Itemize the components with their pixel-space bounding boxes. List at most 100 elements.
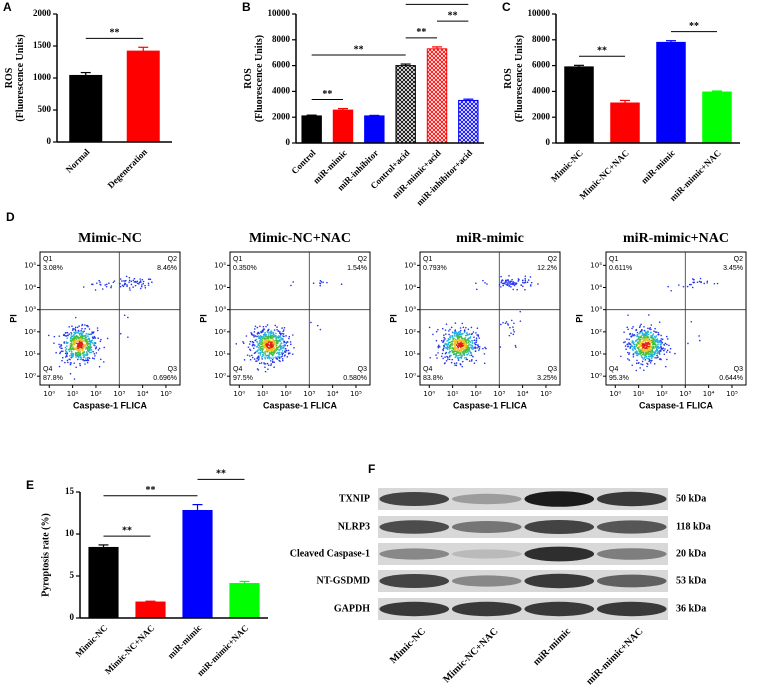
y-tick-label: 10⁴ [590,284,602,292]
y-tick-label: 2000 [532,111,551,121]
event-dot [644,344,646,346]
event-dot [89,333,91,336]
event-dot [658,333,660,336]
event-dot [254,325,257,328]
event-dot [132,286,134,288]
event-dot [464,338,467,341]
event-dot [631,333,634,335]
event-dot [502,282,505,285]
event-dot [65,335,67,337]
event-dot [639,338,642,341]
event-dot [256,335,258,338]
event-dot [125,275,128,278]
event-dot [279,333,282,336]
event-dot [460,335,463,337]
event-dot [641,360,644,363]
blot-band [524,601,595,617]
event-dot [77,345,80,348]
event-dot [79,335,82,338]
event-dot [293,346,295,349]
event-dot [648,338,651,341]
event-dot [651,347,654,349]
y-tick-label: 10⁵ [214,261,226,269]
event-dot [281,359,284,362]
event-dot [273,361,276,364]
event-dot [511,283,514,285]
event-dot [435,354,437,356]
y-tick-label: 10³ [404,306,416,314]
event-dot [645,352,648,354]
event-dot [245,335,248,337]
event-dot [278,332,281,334]
event-dot [647,336,650,339]
event-dot [467,346,469,348]
event-dot [471,332,474,335]
event-dot [84,341,87,344]
event-dot [70,345,73,348]
event-dot [623,331,625,333]
event-dot [455,340,457,343]
y-tick-label: 10⁰ [24,372,36,380]
event-dot [661,342,663,344]
event-dot [657,350,660,353]
lane-label: Mimic-NC [388,626,428,666]
event-dot [643,356,646,359]
event-dot [246,354,249,356]
event-dot [69,363,72,366]
blot-band [379,601,450,617]
event-dot [91,350,94,353]
event-dot [663,353,666,356]
event-dot [638,353,640,355]
event-dot [646,357,648,360]
event-dot [81,342,84,345]
event-dot [258,348,260,351]
event-dot [254,351,257,354]
event-dot [462,352,464,355]
event-dot [470,326,473,329]
event-dot [674,352,676,355]
event-dot [74,328,77,331]
event-dot [74,333,76,335]
event-dot [99,283,101,286]
y-tick-label: 4000 [272,85,291,95]
event-dot [691,286,694,289]
event-dot [628,353,630,356]
event-dot [259,325,261,328]
x-tick-label: 10⁰ [43,390,55,398]
event-dot [502,284,504,287]
event-dot [263,337,266,339]
event-dot [656,354,658,357]
event-dot [641,363,644,366]
significance-label: ** [416,27,426,38]
event-dot [441,327,444,330]
event-dot [74,316,77,319]
y-tick-label: 10⁵ [590,261,602,269]
event-dot [435,339,438,342]
event-dot [130,280,133,283]
event-dot [654,336,657,339]
event-dot [81,349,83,351]
event-dot [445,359,448,362]
event-dot [264,352,266,355]
significance-label: ** [689,21,699,32]
event-dot [454,356,457,359]
significance-label: ** [146,485,156,496]
event-dot [508,282,510,284]
event-dot [142,282,145,285]
event-dot [642,340,645,343]
event-dot [148,278,150,280]
event-dot [706,280,709,283]
x-tick-label: 10³ [303,390,315,398]
event-dot [643,346,646,348]
event-dot [261,350,264,352]
event-dot [633,346,635,348]
panel-letter: D [6,210,15,224]
event-dot [78,351,80,353]
event-dot [467,348,469,350]
event-dot [643,349,646,352]
event-dot [110,286,112,289]
event-dot [626,326,629,329]
event-dot [641,332,644,335]
event-dot [524,277,527,280]
event-dot [280,356,282,358]
